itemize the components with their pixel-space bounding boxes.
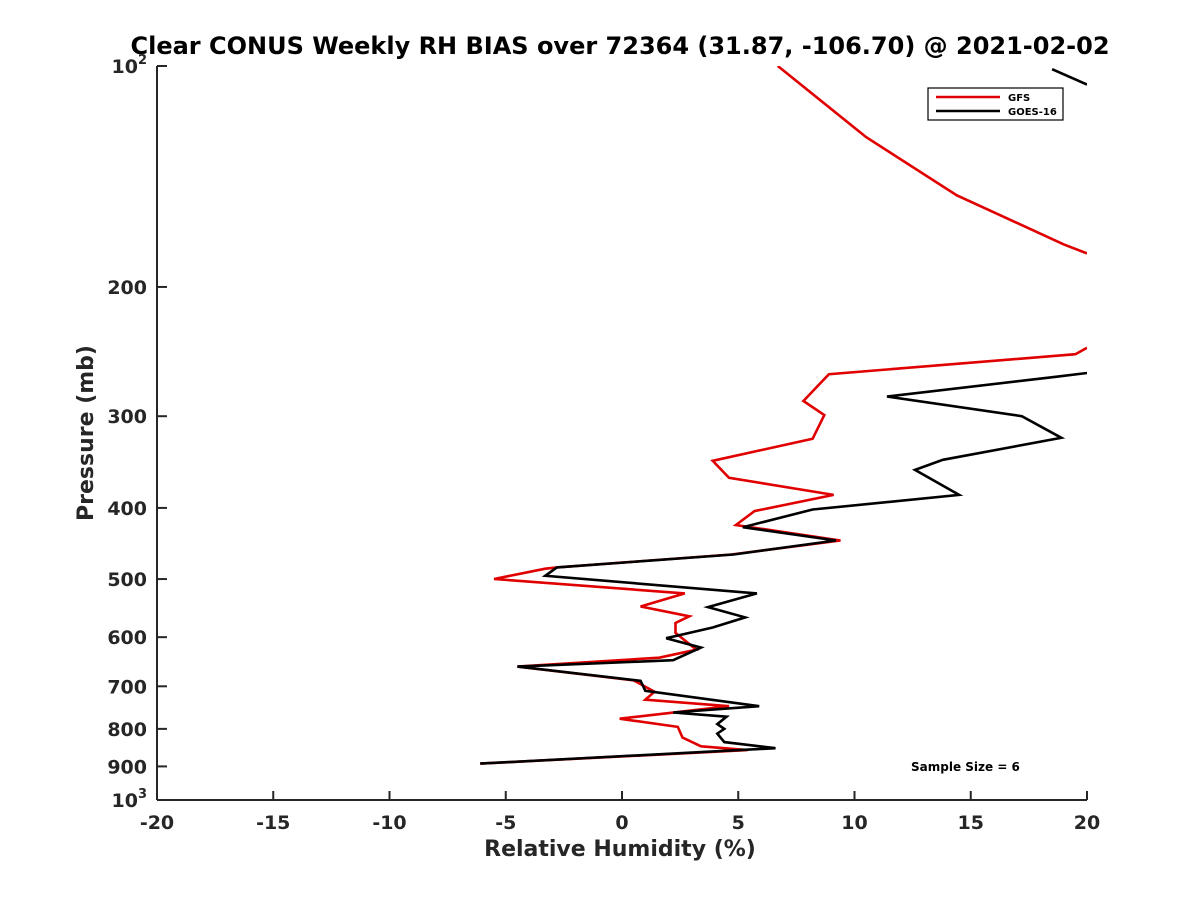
y-tick-label: 500 xyxy=(107,569,147,591)
x-tick-label: 5 xyxy=(732,812,745,834)
series-line-goes-16 xyxy=(480,68,1087,765)
x-axis-label: Relative Humidity (%) xyxy=(484,837,756,862)
legend-label: GFS xyxy=(1008,93,1030,104)
y-tick-label: 300 xyxy=(107,406,147,428)
y-tick-label: 800 xyxy=(107,719,147,741)
legend-label: GOES-16 xyxy=(1008,107,1057,118)
x-tick-label: 0 xyxy=(615,812,628,834)
y-tick-label: 102 xyxy=(112,53,148,78)
y-tick-label: 900 xyxy=(107,756,147,778)
y-axis-ticks: 102 200 300 400 500 600 700 800 900 103 xyxy=(107,53,167,812)
x-tick-label: -15 xyxy=(256,812,290,834)
y-tick-label: 600 xyxy=(107,627,147,649)
x-tick-label: -5 xyxy=(495,812,516,834)
y-tick-label: 700 xyxy=(107,676,147,698)
legend: GFS GOES-16 xyxy=(927,87,1064,121)
y-axis-label: Pressure (mb) xyxy=(74,345,99,521)
series-line-gfs xyxy=(480,66,1087,765)
chart-title: Clear CONUS Weekly RH BIAS over 72364 (3… xyxy=(130,32,1109,60)
legend-box xyxy=(927,87,1064,121)
x-axis-ticks: -20 -15 -10 -5 0 5 10 15 20 xyxy=(140,791,1100,834)
x-tick-label: 10 xyxy=(841,812,867,834)
x-tick-label: 15 xyxy=(958,812,984,834)
y-tick-label: 200 xyxy=(107,277,147,299)
y-tick-label: 400 xyxy=(107,498,147,520)
sample-size-annotation: Sample Size = 6 xyxy=(911,760,1020,774)
plot-lines xyxy=(480,66,1087,765)
y-tick-label: 103 xyxy=(112,787,148,812)
x-tick-label: 20 xyxy=(1074,812,1100,834)
axes xyxy=(156,66,1087,801)
x-tick-label: -20 xyxy=(140,812,174,834)
x-tick-label: -10 xyxy=(372,812,406,834)
